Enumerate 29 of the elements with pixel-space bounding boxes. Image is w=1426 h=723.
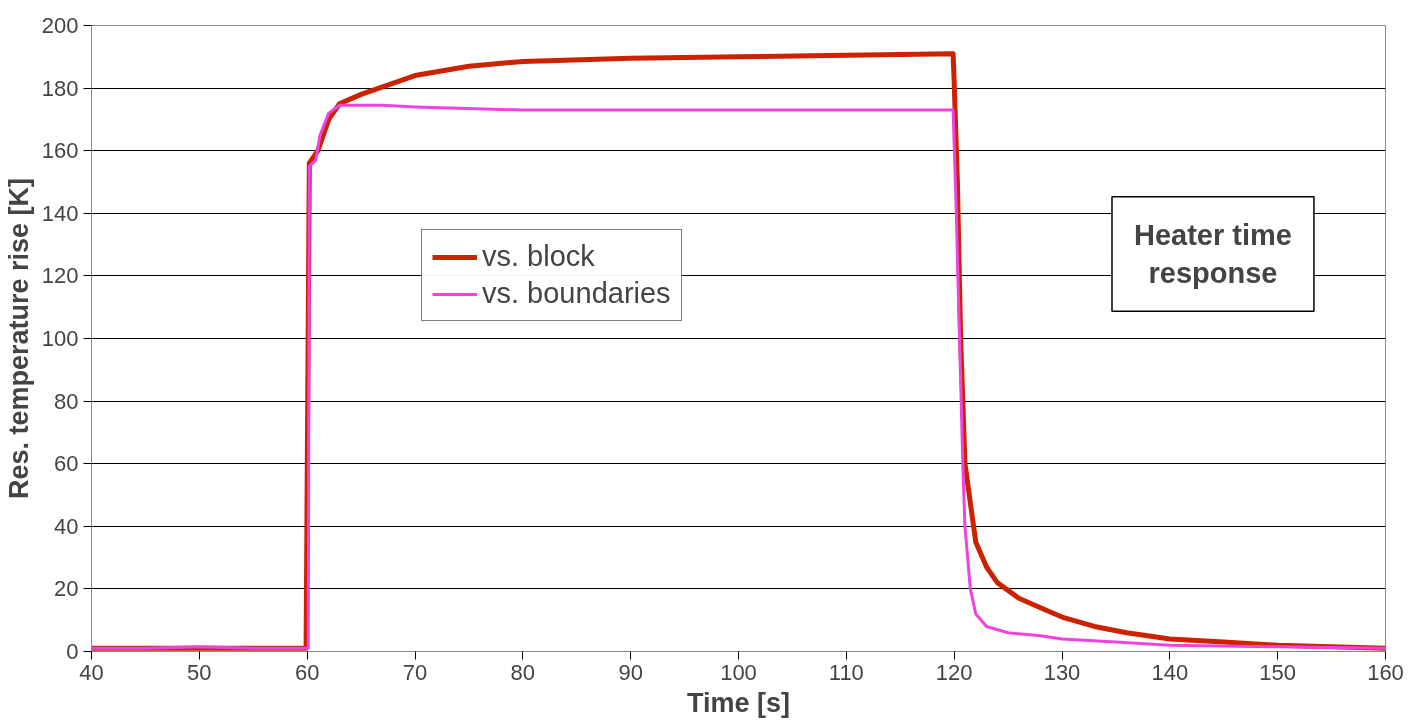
y-tick-label: 0 (66, 639, 79, 664)
y-tick-label: 20 (54, 576, 79, 602)
y-tick-label: 200 (41, 13, 79, 38)
x-tick-label: 100 (720, 659, 757, 685)
x-tick-label: 130 (1043, 659, 1081, 685)
x-tick-label: 90 (618, 659, 643, 685)
y-axis-title: Res. temperature rise [K] (3, 177, 34, 500)
x-tick-label: 60 (294, 659, 320, 685)
x-tick-label: 50 (187, 659, 212, 685)
x-tick-label: 120 (935, 659, 973, 685)
x-tick-label: 110 (828, 659, 864, 685)
x-tick-label: 80 (510, 659, 536, 685)
y-tick-label: 80 (54, 388, 79, 414)
legend-label: vs. boundaries (482, 277, 671, 310)
x-tick-label: 40 (79, 659, 104, 685)
x-tick-label: 140 (1151, 659, 1189, 685)
x-tick-label: 70 (402, 659, 428, 685)
x-axis-title: Time [s] (686, 687, 791, 718)
y-tick-label: 180 (41, 75, 79, 101)
legend-label: vs. block (482, 240, 595, 273)
y-tick-label: 60 (54, 451, 79, 477)
y-tick-label: 100 (41, 326, 79, 351)
x-tick-label: 160 (1367, 659, 1404, 685)
y-tick-label: 40 (54, 513, 79, 539)
y-tick-label: 120 (41, 263, 79, 289)
annotation: Heater time response (1133, 218, 1292, 290)
y-tick-label: 160 (41, 138, 79, 164)
y-tick-label: 140 (41, 200, 79, 226)
x-tick-label: 150 (1259, 659, 1297, 685)
